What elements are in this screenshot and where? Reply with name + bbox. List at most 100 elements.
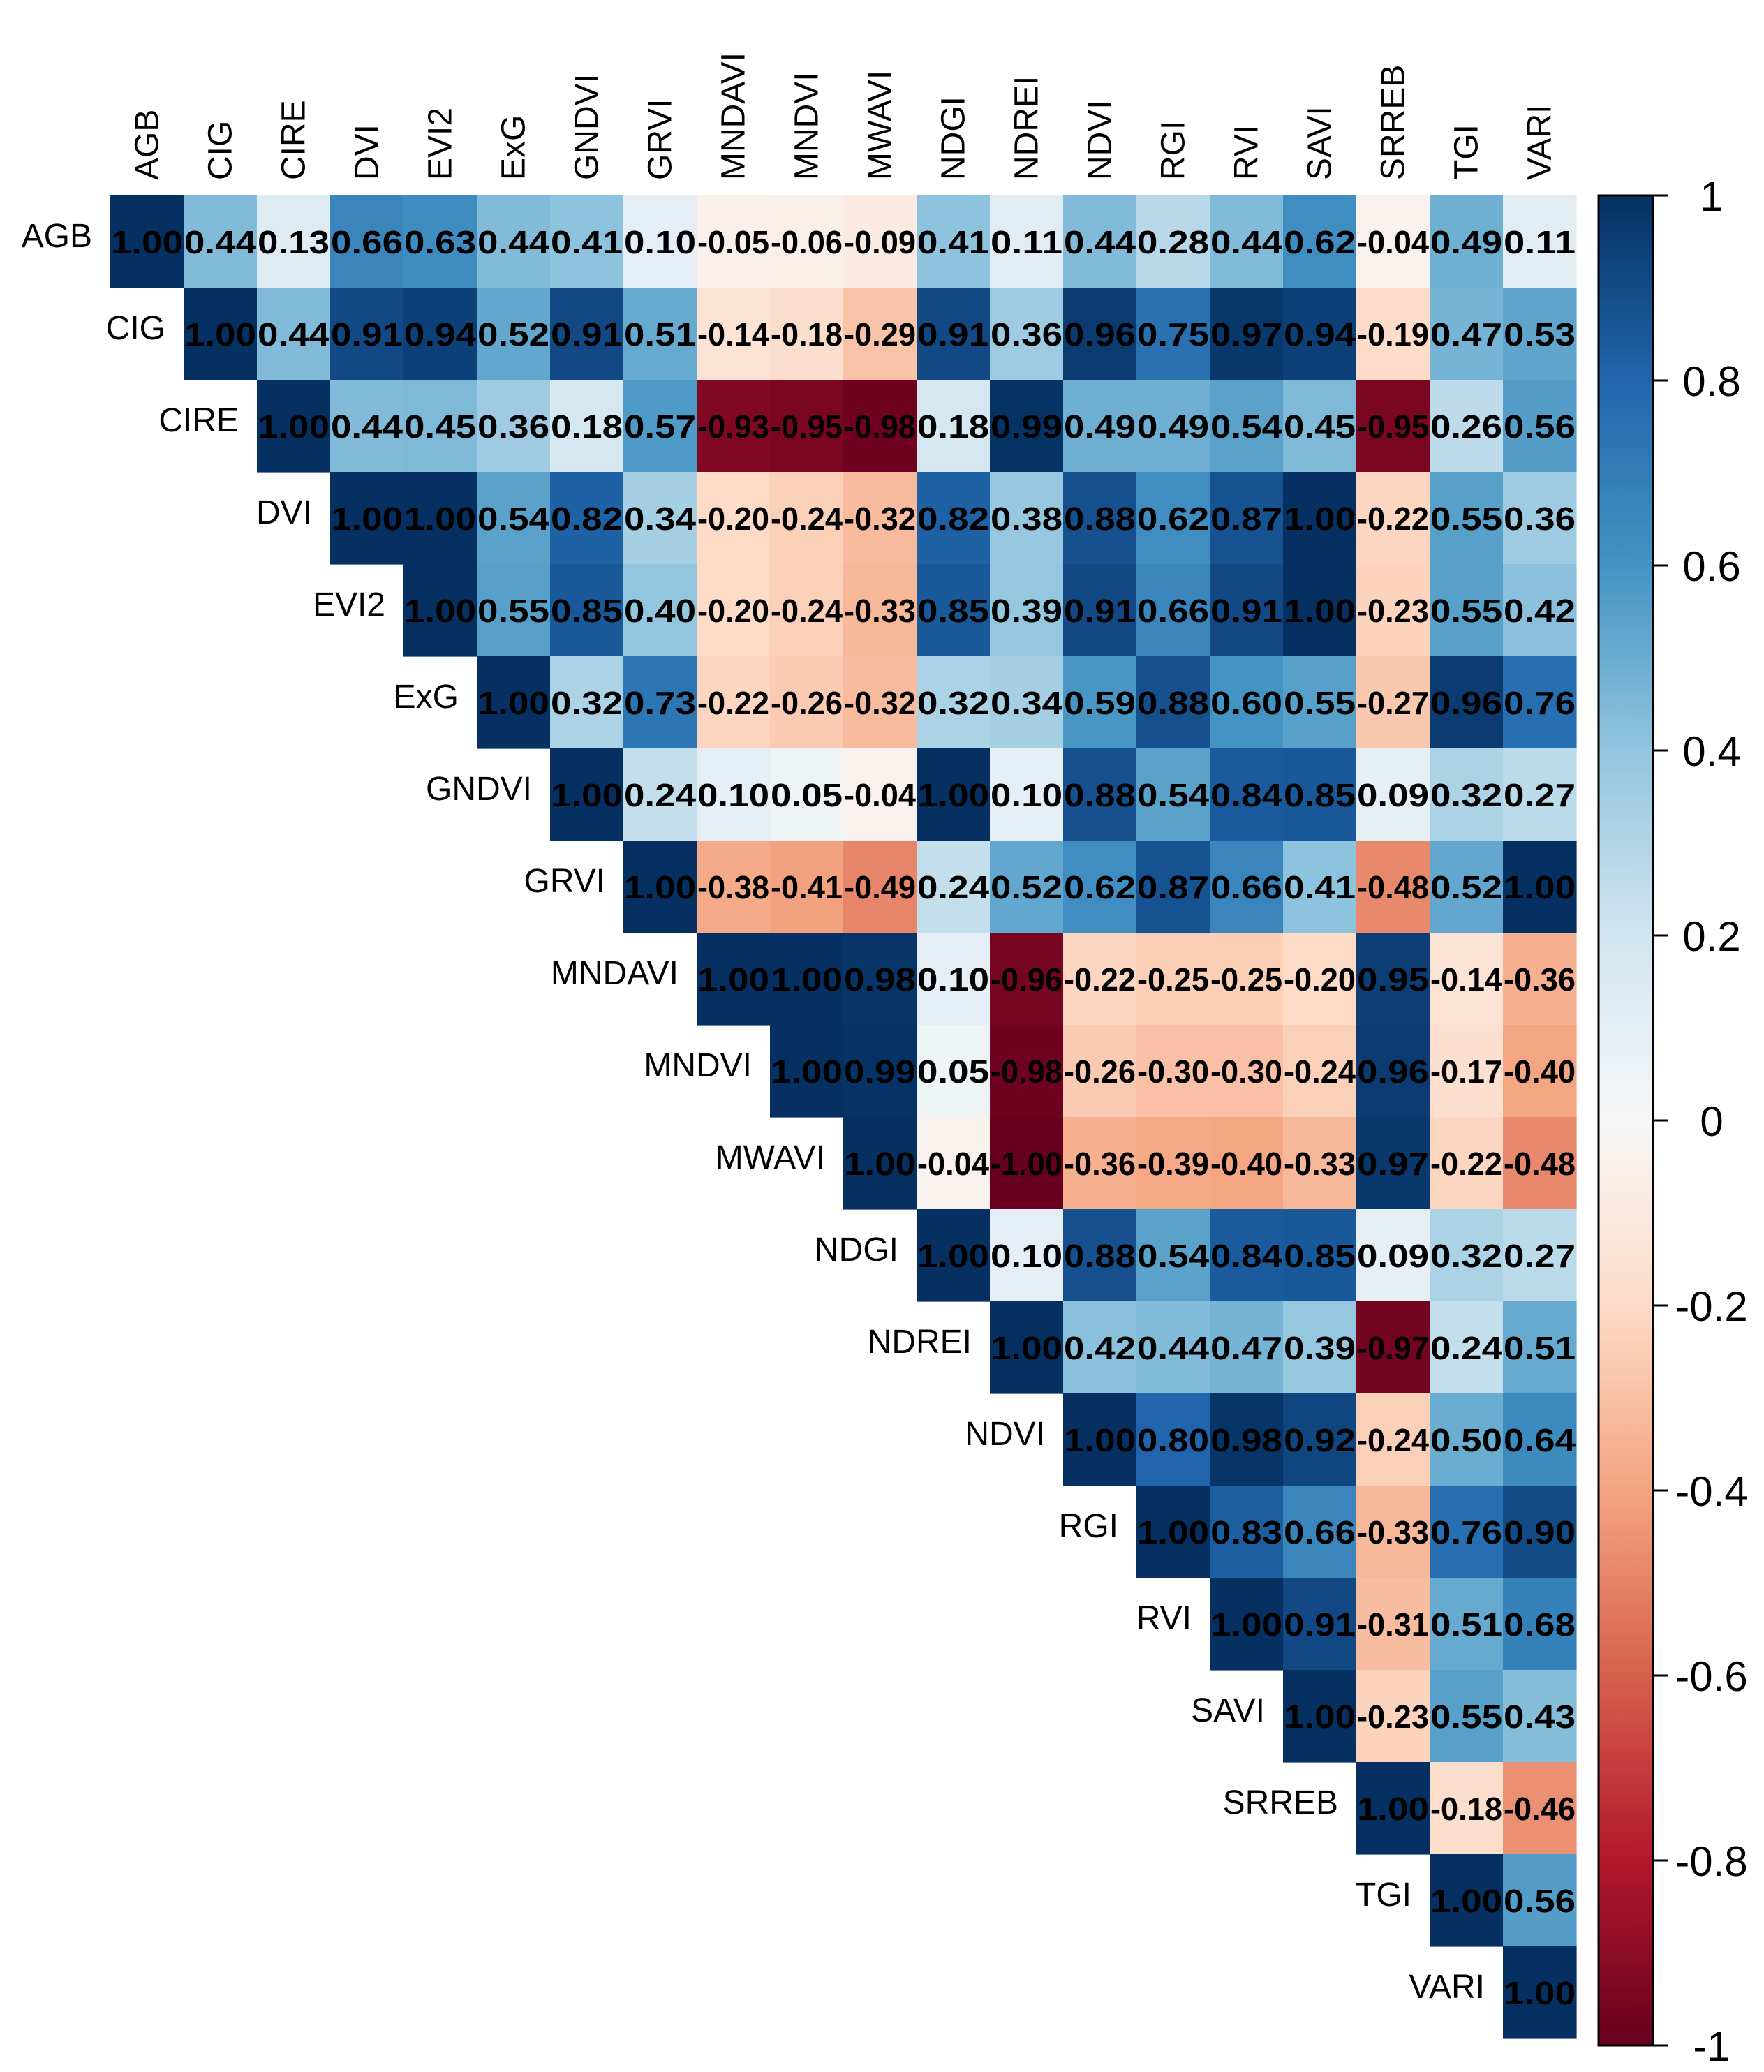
cell-value-label: -0.04 (917, 1146, 989, 1182)
heatmap-cell (184, 195, 258, 288)
heatmap-cell (1356, 564, 1430, 657)
heatmap-cell (1283, 1670, 1357, 1763)
heatmap-cell (477, 564, 551, 657)
heatmap-cell (1063, 380, 1137, 473)
heatmap-cell (1210, 933, 1284, 1026)
cell-value-label: 0.95 (1357, 961, 1429, 998)
heatmap-cell (623, 288, 697, 380)
cell-value-label: -0.22 (1357, 501, 1429, 537)
row-label: CIRE (158, 402, 239, 439)
column-label: ExG (496, 115, 533, 180)
cell-value-label: -0.32 (844, 501, 916, 537)
heatmap-cell (1283, 1393, 1357, 1486)
heatmap-cell (1503, 1486, 1577, 1578)
heatmap-cell (697, 933, 771, 1026)
cell-value-label: 0.27 (1504, 1238, 1576, 1274)
cell-value-label: 0.47 (1210, 1330, 1282, 1366)
cell-value-label: -0.96 (991, 961, 1062, 998)
heatmap-cell (1430, 1301, 1504, 1394)
cell-value-label: -0.20 (1284, 961, 1356, 998)
cell-value-label: 0.76 (1504, 685, 1576, 721)
cell-value-label: 0.55 (477, 593, 549, 629)
cell-value-label: 0.32 (551, 685, 623, 721)
cell-value-label: -0.36 (1504, 961, 1576, 998)
cell-value-label: -0.04 (1357, 224, 1429, 260)
heatmap-cell (1356, 1762, 1430, 1855)
heatmap-cell (1063, 841, 1137, 933)
cell-value-label: 0.34 (991, 685, 1062, 721)
heatmap-cell (257, 288, 331, 380)
heatmap-cell (1136, 195, 1210, 288)
heatmap-cell (1063, 1117, 1137, 1210)
cell-value-label: 1.00 (184, 316, 256, 353)
heatmap-cell (1210, 288, 1284, 380)
heatmap-cell (1356, 195, 1430, 288)
cell-value-label: 0.76 (1430, 1514, 1502, 1551)
cell-value-label: -0.41 (771, 869, 843, 905)
colorbar-tick-label: 0.6 (1682, 543, 1740, 590)
cell-value-label: 0.24 (624, 777, 696, 813)
cell-value-label: 0.49 (1064, 408, 1136, 445)
cell-value-label: 0.91 (331, 316, 403, 353)
heatmap-cell (1430, 472, 1504, 565)
heatmap-cell (1283, 933, 1357, 1026)
cell-value-label: 0.10 (991, 1238, 1062, 1274)
heatmap-cell (1356, 748, 1430, 841)
heatmap-cell (990, 380, 1064, 473)
cell-value-label: 0.32 (1430, 1238, 1502, 1274)
heatmap-cell (1503, 1025, 1577, 1118)
cell-value-label: 0.62 (1137, 501, 1209, 537)
heatmap-cell (1503, 288, 1577, 380)
cell-value-label: 0.39 (1284, 1330, 1356, 1366)
cell-value-label: 1.00 (111, 224, 183, 260)
heatmap-cell (697, 380, 771, 473)
cell-value-label: 0.80 (1137, 1422, 1209, 1458)
heatmap-cell (1430, 1393, 1504, 1486)
row-label: NDREI (868, 1324, 972, 1361)
cell-value-label: 1.00 (771, 961, 843, 998)
heatmap-cell (1430, 841, 1504, 933)
heatmap-cell (1356, 1393, 1430, 1486)
cell-value-label: -1.00 (991, 1146, 1062, 1182)
heatmap-cell (403, 380, 477, 473)
row-label: SRREB (1223, 1784, 1338, 1821)
cell-value-label: 1.00 (917, 1238, 989, 1274)
cell-value-label: 0.11 (1504, 224, 1576, 260)
cell-value-label: 0.44 (331, 408, 403, 445)
cell-value-label: 0.41 (1284, 869, 1356, 905)
heatmap-cell (623, 195, 697, 288)
cell-value-label: 0.44 (184, 224, 256, 260)
heatmap-cell (1283, 288, 1357, 380)
heatmap-cell (770, 656, 844, 749)
heatmap-cell (184, 288, 258, 380)
heatmap-cell (917, 472, 991, 565)
column-label: GNDVI (569, 74, 606, 180)
colorbar-tick-label: 1 (1700, 173, 1723, 220)
cell-value-label: 0.91 (1284, 1606, 1356, 1643)
cell-value-label: 0.99 (844, 1053, 916, 1090)
heatmap-cell (403, 472, 477, 565)
cell-value-label: -0.17 (1430, 1053, 1502, 1090)
heatmap-cell (1503, 841, 1577, 933)
heatmap-cell (1283, 748, 1357, 841)
heatmap-cell (1063, 195, 1137, 288)
cell-value-label: 0.87 (1210, 501, 1282, 537)
heatmap-cell (697, 195, 771, 288)
heatmap-cell (1136, 380, 1210, 473)
cell-value-label: 0.75 (1137, 316, 1209, 353)
cell-value-label: 1.00 (551, 777, 623, 813)
cell-value-label: 0.96 (1430, 685, 1502, 721)
cell-value-label: -0.26 (1064, 1053, 1136, 1090)
row-label: MNDAVI (551, 955, 679, 992)
heatmap-cell (990, 288, 1064, 380)
heatmap-cell (843, 472, 917, 565)
heatmap-cell (990, 656, 1064, 749)
cell-value-label: -0.33 (1357, 1514, 1429, 1551)
cell-value-label: 0.41 (917, 224, 989, 260)
cell-value-label: 1.00 (404, 501, 476, 537)
heatmap-cell (1210, 1117, 1284, 1210)
heatmap-cell (1283, 1301, 1357, 1394)
heatmap-cell (1503, 1578, 1577, 1671)
heatmap-cell (917, 933, 991, 1026)
heatmap-cell (1283, 380, 1357, 473)
